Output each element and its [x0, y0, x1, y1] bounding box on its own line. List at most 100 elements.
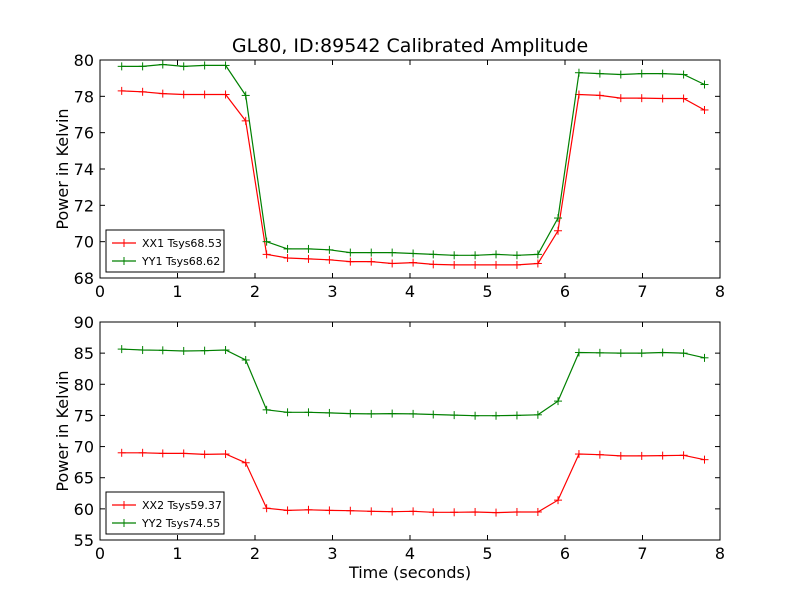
data-point	[388, 507, 397, 516]
data-point	[262, 405, 271, 414]
y-tick-label: 75	[74, 406, 94, 425]
data-point	[595, 91, 604, 100]
data-point	[574, 450, 583, 459]
y-tick-label: 85	[74, 344, 94, 363]
data-point	[637, 349, 646, 358]
x-tick-label: 1	[172, 282, 182, 301]
x-tick-label: 0	[95, 282, 105, 301]
data-point	[179, 449, 188, 458]
data-point	[637, 451, 646, 460]
data-point	[616, 451, 625, 460]
x-tick-label: 1	[172, 544, 182, 563]
y-axis-label: Power in Kelvin	[53, 370, 72, 491]
data-point	[346, 409, 355, 418]
data-point	[158, 346, 167, 355]
data-point	[241, 355, 250, 364]
data-point	[554, 226, 563, 235]
data-point	[200, 90, 209, 99]
y-tick-label: 60	[74, 500, 94, 519]
x-tick-label: 3	[327, 282, 337, 301]
x-tick-label: 2	[250, 544, 260, 563]
data-point	[409, 258, 418, 267]
data-point	[533, 259, 542, 268]
data-point	[637, 69, 646, 78]
y-tick-label: 80	[74, 375, 94, 394]
data-point	[450, 260, 459, 269]
data-point	[700, 80, 709, 89]
data-point	[679, 349, 688, 358]
data-point	[533, 250, 542, 259]
data-point	[346, 257, 355, 266]
x-tick-label: 5	[482, 282, 492, 301]
data-point	[325, 255, 334, 264]
data-point	[304, 244, 313, 253]
y-tick-label: 90	[74, 313, 94, 332]
data-point	[574, 68, 583, 77]
data-point	[241, 116, 250, 125]
data-point	[574, 348, 583, 357]
data-point	[283, 408, 292, 417]
x-tick-label: 5	[482, 544, 492, 563]
data-point	[616, 349, 625, 358]
data-point	[388, 259, 397, 268]
data-point	[138, 62, 147, 71]
legend: XX2 Tsys59.37 YY2 Tsys74.55	[105, 491, 225, 535]
data-point	[616, 70, 625, 79]
y-axis-label: Power in Kelvin	[53, 108, 72, 229]
data-point	[283, 244, 292, 253]
data-point	[492, 411, 501, 420]
x-tick-label: 8	[715, 282, 725, 301]
data-point	[554, 397, 563, 406]
data-point	[450, 411, 459, 420]
data-point	[679, 94, 688, 103]
data-point	[492, 250, 501, 259]
data-point	[595, 348, 604, 357]
data-point	[221, 450, 230, 459]
legend-entry-label: YY2 Tsys74.55	[141, 517, 220, 530]
x-tick-label: 7	[637, 282, 647, 301]
data-point	[512, 251, 521, 260]
y-tick-label: 55	[74, 531, 94, 550]
data-point	[179, 346, 188, 355]
chart-title: GL80, ID:89542 Calibrated Amplitude	[232, 35, 588, 57]
y-tick-label: 72	[74, 196, 94, 215]
data-point	[492, 508, 501, 517]
data-point	[595, 450, 604, 459]
data-point	[637, 94, 646, 103]
data-point	[658, 348, 667, 357]
data-point	[221, 346, 230, 355]
series-line-yy2	[121, 348, 705, 417]
data-point	[221, 90, 230, 99]
data-point	[409, 507, 418, 516]
data-point	[388, 409, 397, 418]
data-point	[658, 69, 667, 78]
data-point	[221, 61, 230, 70]
y-tick-label: 70	[74, 233, 94, 252]
data-point	[388, 248, 397, 257]
data-point	[616, 94, 625, 103]
data-point	[158, 60, 167, 69]
x-tick-label: 0	[95, 544, 105, 563]
data-point	[158, 89, 167, 98]
data-point	[117, 86, 126, 95]
data-point	[117, 62, 126, 71]
data-point	[367, 257, 376, 266]
data-point	[262, 250, 271, 259]
legend-entry-label: XX1 Tsys68.53	[142, 237, 222, 250]
data-point	[471, 251, 480, 260]
data-point	[658, 451, 667, 460]
subplot-2: 0 1 2 3 4 5 6 7 8 55 60 65 70 75 80 85 90 Power in Kelvin…	[53, 313, 725, 582]
data-point	[533, 410, 542, 419]
y-tick-label: 68	[74, 269, 94, 288]
data-point	[679, 451, 688, 460]
x-tick-label: 2	[250, 282, 260, 301]
y-tick-label: 74	[74, 160, 94, 179]
data-point	[346, 506, 355, 515]
data-point	[200, 346, 209, 355]
data-point	[700, 455, 709, 464]
data-point	[512, 260, 521, 269]
data-point	[241, 91, 250, 100]
data-point	[512, 411, 521, 420]
